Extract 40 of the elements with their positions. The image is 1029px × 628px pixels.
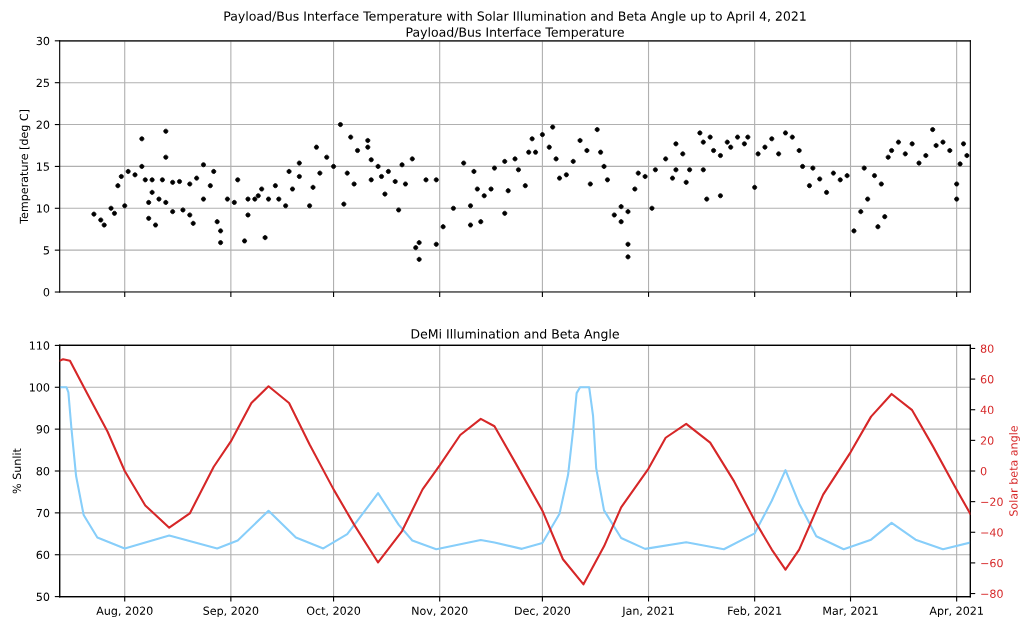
y-tick-label: 80 <box>36 466 50 476</box>
y-tick-label: 25 <box>36 78 49 88</box>
chart-subtitle: Payload/Bus Interface Temperature <box>406 27 624 40</box>
chart-title: DeMi Illumination and Beta Angle <box>411 328 619 342</box>
y-axis-title: Temperature [deg C] <box>19 109 31 224</box>
y2-tick-label: 80 <box>980 344 994 353</box>
y2-axis-title: Solar beta angle <box>1009 425 1020 516</box>
y-tick-label: 70 <box>36 508 50 518</box>
y-tick-label: 100 <box>29 383 50 392</box>
y-tick-label: 20 <box>36 120 50 129</box>
y-tick-label: 5 <box>43 246 49 255</box>
x-tick-label: Jan, 2021 <box>621 606 674 617</box>
y-tick-label: 15 <box>37 162 49 171</box>
x-tick-label: Oct, 2020 <box>306 606 361 617</box>
x-tick-label: Apr, 2021 <box>929 606 983 618</box>
y2-tick-label: −60 <box>981 558 1003 568</box>
y-tick-label: 50 <box>36 592 50 601</box>
y-tick-label: 10 <box>37 204 50 213</box>
y-tick-label: 30 <box>36 36 50 46</box>
y-tick-label: 60 <box>36 550 50 560</box>
y2-tick-label: 60 <box>980 375 994 384</box>
y2-tick-label: −40 <box>981 528 1003 537</box>
x-tick-label: Aug, 2020 <box>96 606 153 618</box>
y2-tick-label: −80 <box>981 589 1003 598</box>
y-axis-title: % Sunlit <box>12 448 22 494</box>
chart-title: Payload/Bus Interface Temperature with Solar Illumination and Beta Angle up to April 4, 2021 <box>224 11 806 24</box>
y-tick-label: 0 <box>43 287 50 297</box>
y2-tick-label: 40 <box>980 405 994 415</box>
y2-tick-label: 20 <box>980 436 994 445</box>
line-series <box>59 358 971 586</box>
y2-tick-label: 0 <box>980 466 987 476</box>
y-tick-label: 110 <box>29 341 50 350</box>
x-tick-label: Dec, 2020 <box>515 606 571 617</box>
x-tick-label: Sep, 2020 <box>203 606 259 618</box>
y2-tick-label: −20 <box>981 497 1003 507</box>
line-series <box>59 386 971 551</box>
x-tick-label: Mar, 2021 <box>823 606 878 617</box>
x-tick-label: Feb, 2021 <box>728 606 782 617</box>
x-tick-label: Nov, 2020 <box>412 606 468 617</box>
y-tick-label: 90 <box>36 425 50 434</box>
